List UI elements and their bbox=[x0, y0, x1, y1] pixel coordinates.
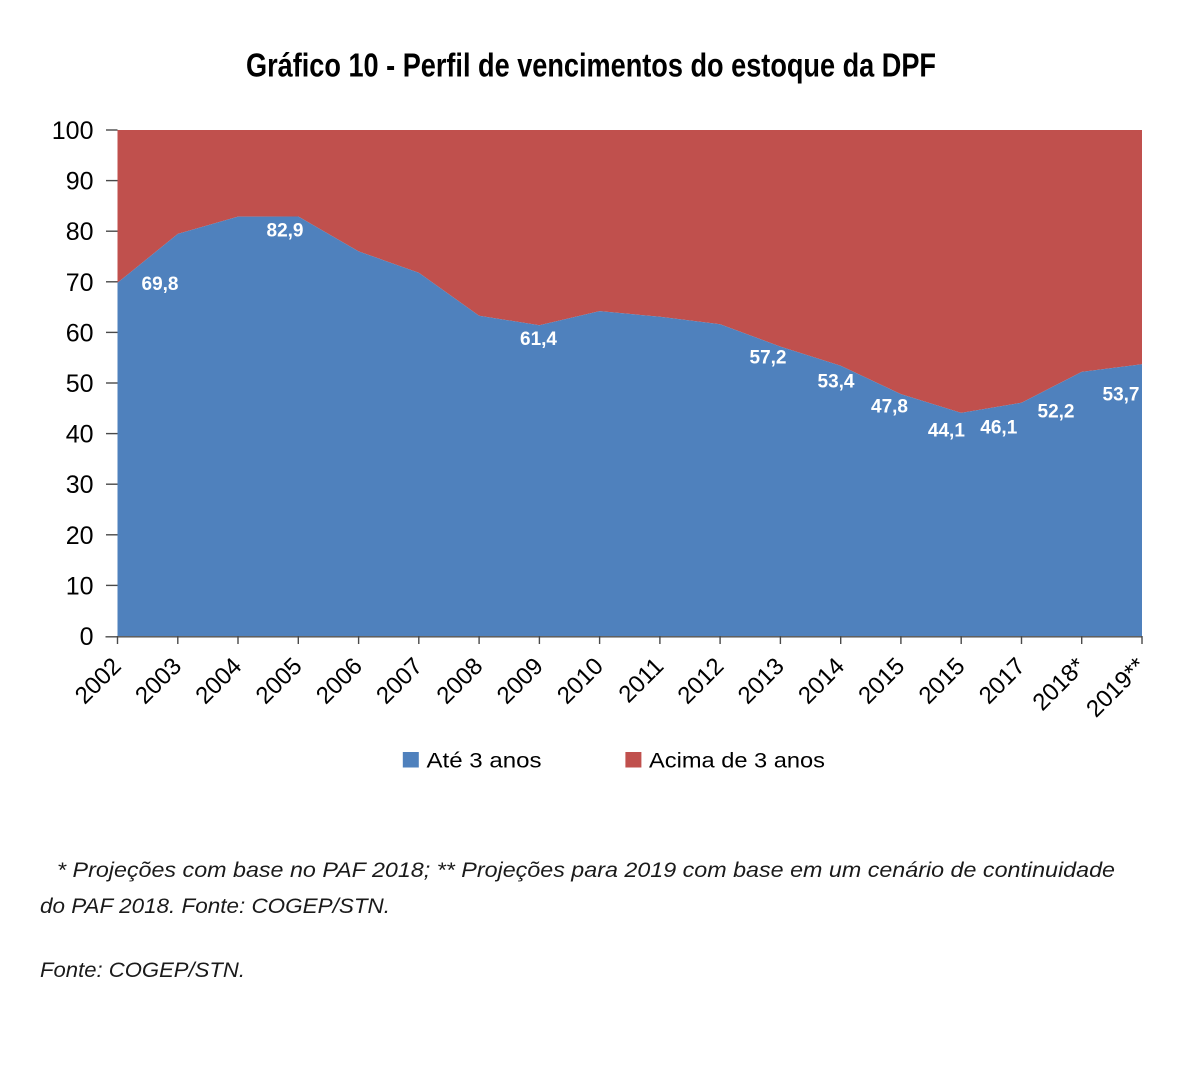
svg-text:40: 40 bbox=[66, 421, 94, 449]
svg-text:30: 30 bbox=[66, 471, 94, 499]
svg-text:50: 50 bbox=[66, 370, 94, 398]
svg-text:* Projeções com base no PAF 20: * Projeções com base no PAF 2018; ** Pro… bbox=[57, 859, 1115, 882]
svg-text:Gráfico 10 - Perfil de vencime: Gráfico 10 - Perfil de vencimentos do es… bbox=[246, 47, 936, 84]
svg-text:70: 70 bbox=[66, 269, 94, 297]
svg-text:10: 10 bbox=[66, 572, 94, 600]
svg-text:47,8: 47,8 bbox=[871, 397, 908, 418]
svg-text:20: 20 bbox=[66, 522, 94, 550]
svg-text:52,2: 52,2 bbox=[1038, 402, 1075, 423]
svg-text:100: 100 bbox=[52, 117, 94, 145]
svg-text:61,4: 61,4 bbox=[520, 329, 557, 350]
svg-text:90: 90 bbox=[66, 168, 94, 196]
svg-text:80: 80 bbox=[66, 218, 94, 246]
svg-text:Acima de 3 anos: Acima de 3 anos bbox=[649, 750, 825, 773]
svg-text:46,1: 46,1 bbox=[980, 418, 1017, 439]
svg-text:do PAF 2018. Fonte: COGEP/STN.: do PAF 2018. Fonte: COGEP/STN. bbox=[40, 895, 390, 918]
svg-text:57,2: 57,2 bbox=[750, 348, 787, 369]
svg-text:44,1: 44,1 bbox=[928, 421, 965, 442]
svg-text:60: 60 bbox=[66, 319, 94, 347]
svg-text:0: 0 bbox=[80, 623, 94, 651]
svg-text:53,4: 53,4 bbox=[818, 372, 855, 393]
svg-text:Até 3 anos: Até 3 anos bbox=[427, 750, 542, 773]
svg-text:69,8: 69,8 bbox=[142, 274, 179, 295]
svg-text:53,7: 53,7 bbox=[1103, 384, 1140, 405]
svg-text:82,9: 82,9 bbox=[267, 221, 304, 242]
svg-text:Fonte: COGEP/STN.: Fonte: COGEP/STN. bbox=[40, 959, 245, 982]
